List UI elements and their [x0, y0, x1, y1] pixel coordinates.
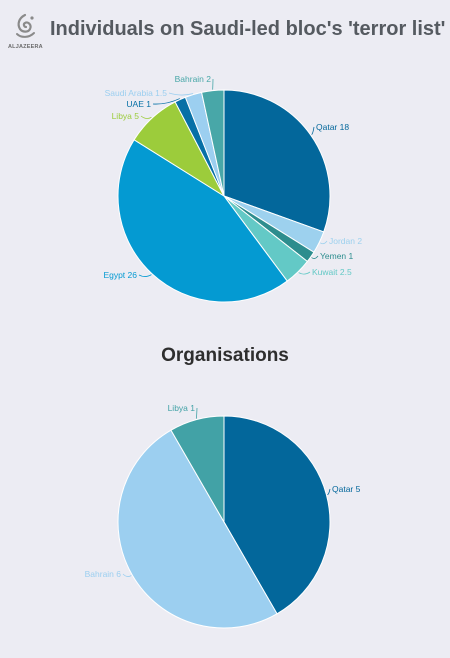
label-connector-saudi-arabia — [168, 92, 194, 96]
label-connector-bahrain — [122, 573, 132, 577]
pie-slice-bahrain — [200, 89, 225, 197]
data-label-yemen: Yemen 1 — [320, 251, 354, 261]
data-label-saudi-arabia: Saudi Arabia 1.5 — [105, 88, 168, 98]
label-connector-jordan — [319, 240, 328, 245]
data-label-libya: Libya 5 — [112, 111, 140, 121]
data-label-bahrain: Bahrain 2 — [175, 74, 212, 84]
logo-calligraphy-icon — [16, 13, 35, 38]
pie-slice-bahrain — [117, 429, 278, 629]
data-label-kuwait: Kuwait 2.5 — [312, 267, 352, 277]
pie-slice-egypt — [117, 139, 288, 303]
individuals-pie-chart: Qatar 18 Jordan 2 Yemen 1 Kuwait 2.5 Egypt 2… — [103, 74, 362, 303]
label-connector-yemen — [311, 255, 319, 259]
data-label-qatar: Qatar 5 — [332, 484, 361, 494]
label-connector-egypt — [138, 274, 152, 277]
label-connector-qatar — [311, 126, 315, 135]
label-connector-kuwait — [298, 271, 311, 275]
aljazeera-logo: ALJAZEERA — [8, 12, 43, 52]
label-connector-libya — [140, 115, 152, 119]
organisations-title: Organisations — [161, 345, 289, 366]
data-label-jordan: Jordan 2 — [329, 236, 362, 246]
data-label-bahrain: Bahrain 6 — [85, 569, 122, 579]
label-connector-qatar — [327, 488, 331, 495]
chart-title: Individuals on Saudi-led bloc's 'terror … — [50, 18, 446, 40]
organisations-pie-chart: Qatar 5 Bahrain 6 Libya 1 — [85, 403, 361, 629]
data-label-libya: Libya 1 — [168, 403, 196, 413]
label-connector-uae — [152, 98, 180, 105]
pie-slice-qatar — [223, 415, 331, 615]
pie-slice-libya — [170, 415, 225, 524]
data-label-qatar: Qatar 18 — [316, 122, 349, 132]
label-connector-libya — [195, 407, 198, 419]
data-label-uae: UAE 1 — [126, 99, 151, 109]
pie-slice-qatar — [223, 89, 331, 233]
logo-text: ALJAZEERA — [8, 44, 43, 50]
data-label-egypt: Egypt 26 — [103, 270, 137, 280]
